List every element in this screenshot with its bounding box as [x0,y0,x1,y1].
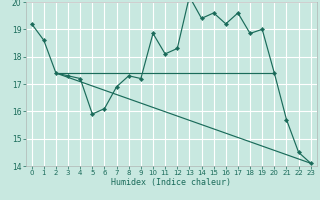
X-axis label: Humidex (Indice chaleur): Humidex (Indice chaleur) [111,178,231,187]
